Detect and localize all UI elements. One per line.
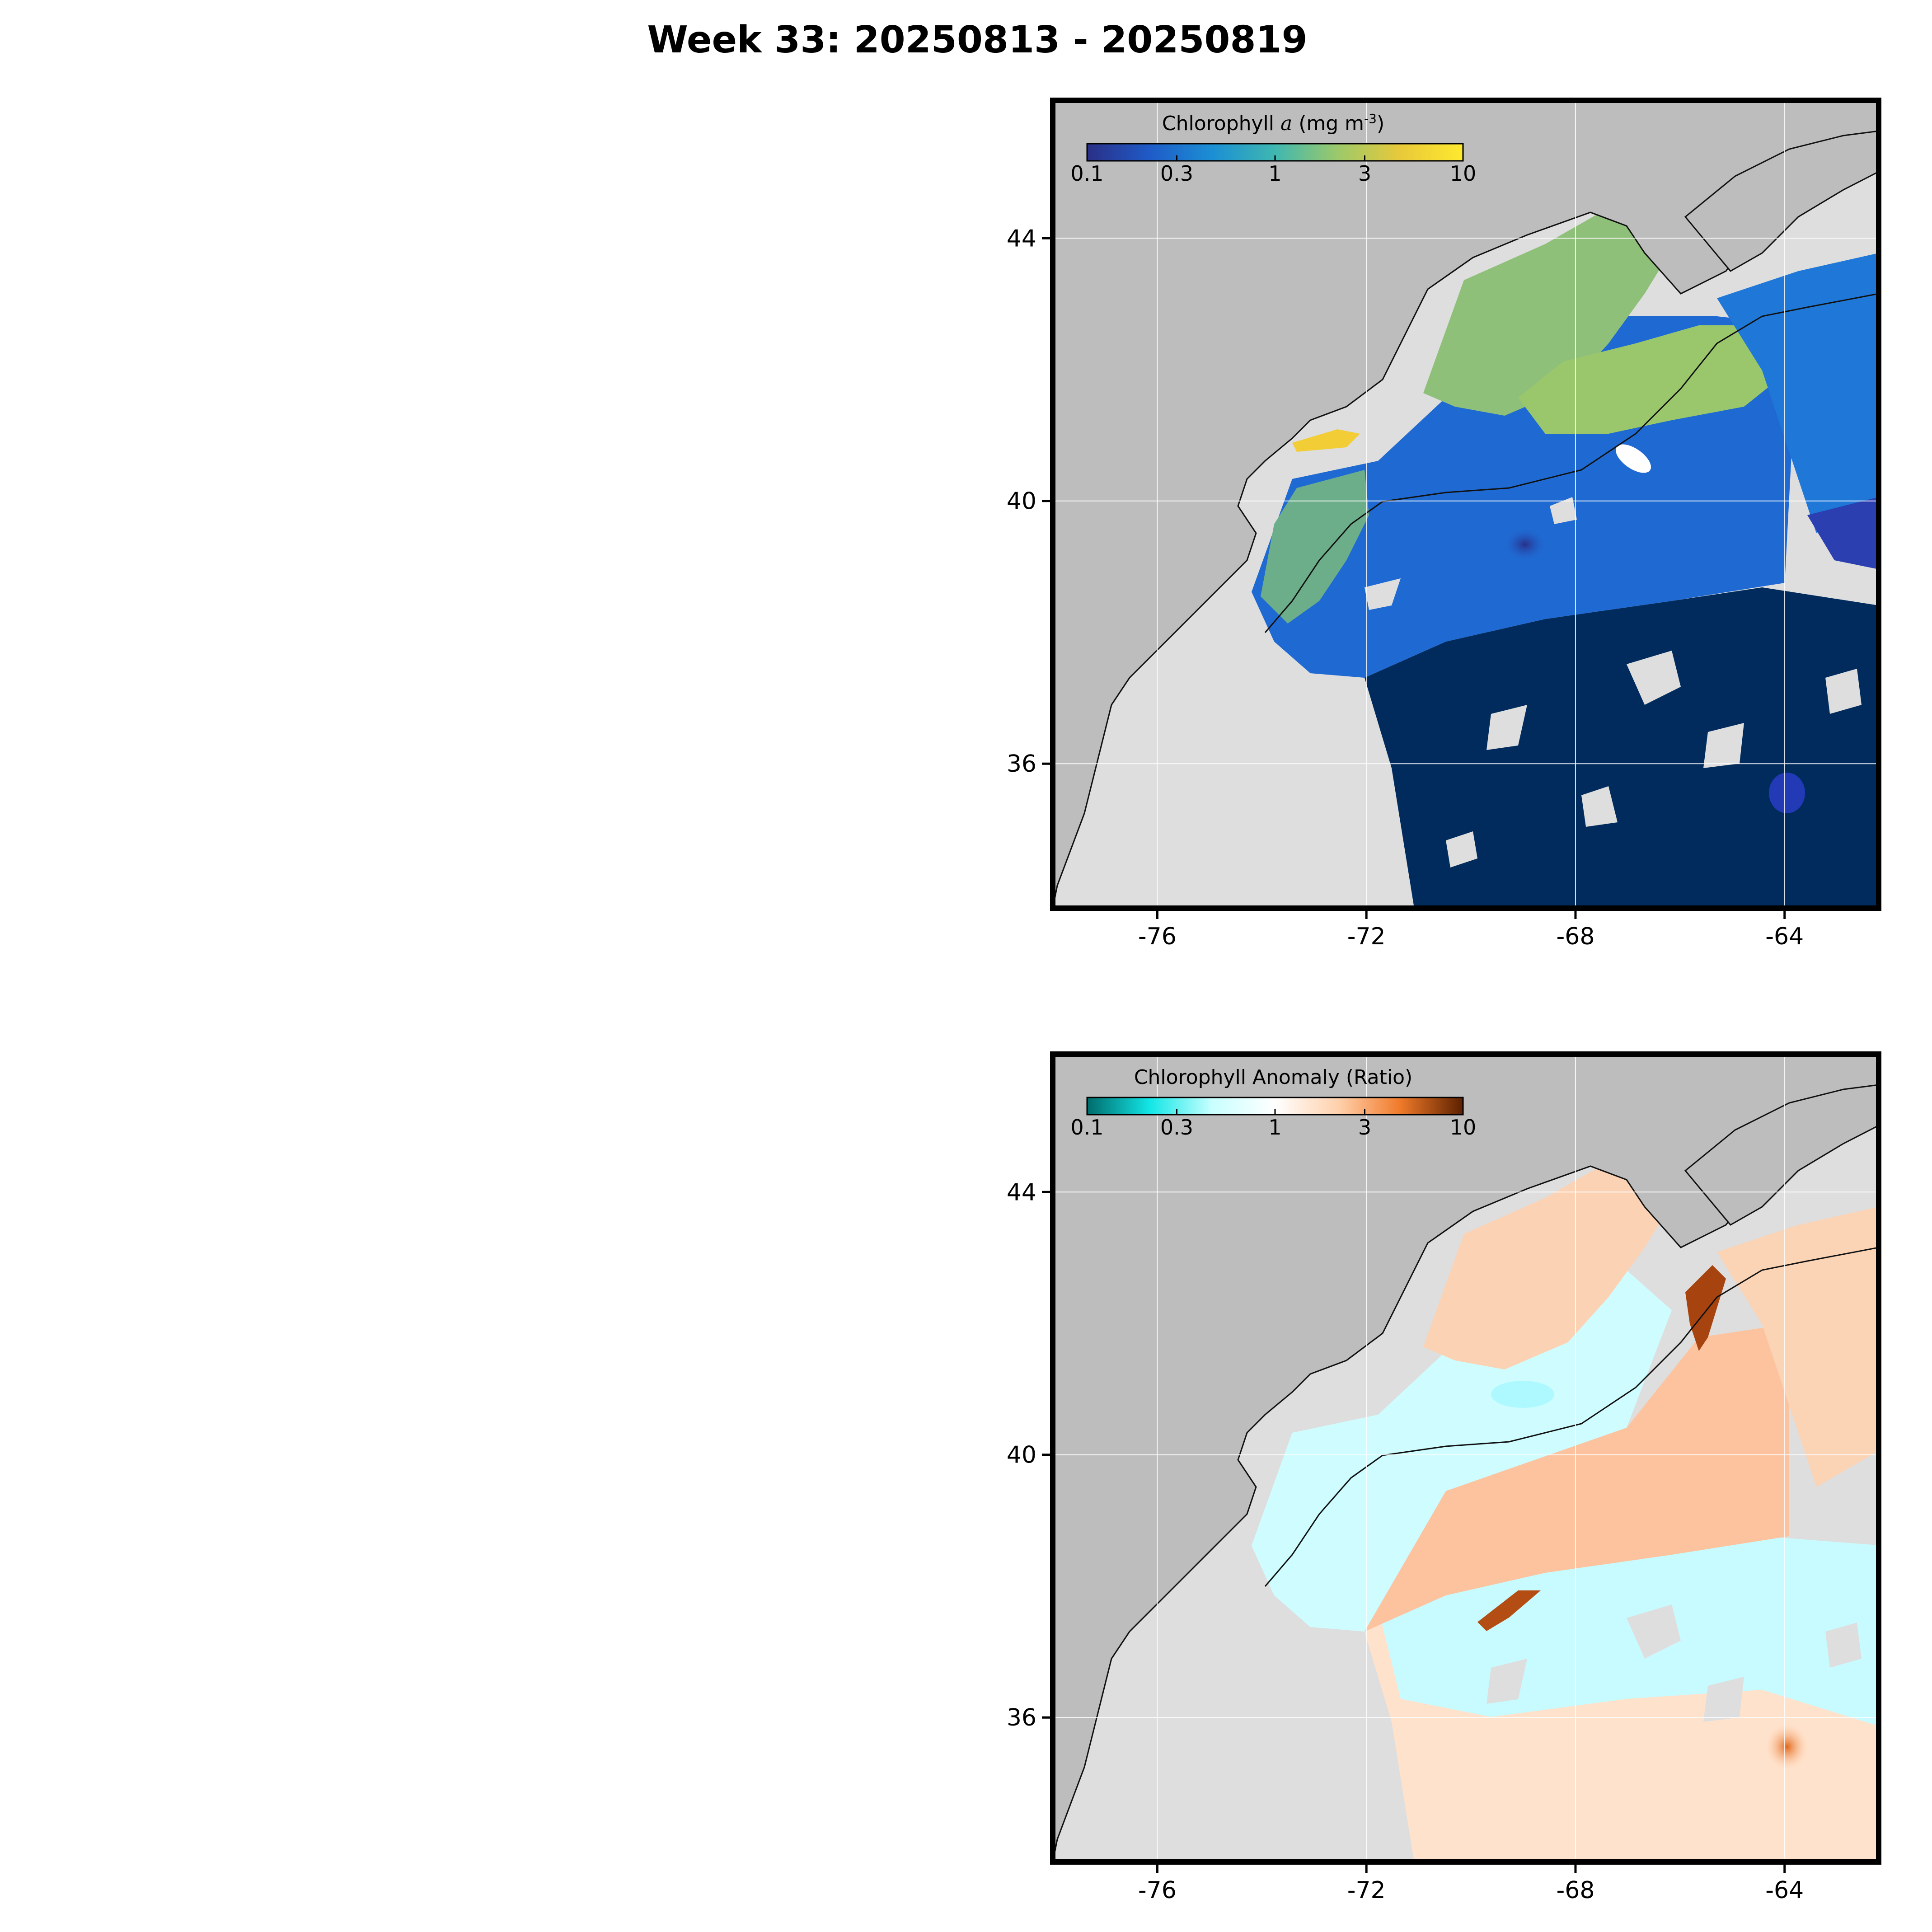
chl-colorbar: Chlorophyll a (mg m-3) 0.1 0.3 1 3 10	[1070, 111, 1476, 186]
anom-colorbar-tick-label: 10	[1450, 1115, 1477, 1140]
anom-lat-tick-label: 40	[1007, 1442, 1036, 1469]
anom-lon-tick-label: -72	[1347, 1877, 1386, 1904]
chl-scotian-shelf-field	[1717, 253, 1879, 533]
anom-shelf-break-contour	[1264, 1247, 1879, 1587]
chl-lat-tick-label: 36	[1007, 750, 1036, 778]
chl-lon-tick-label: -72	[1347, 923, 1386, 950]
anom-colorbar-tick-label: 3	[1358, 1115, 1371, 1140]
chl-colorbar-ticks: 0.1 0.3 1 3 10	[1070, 155, 1476, 186]
anom-map-frame	[1050, 1051, 1881, 1865]
anomaly-map-panel: -76 -72 -68 -64 44 40 36 Chlorophyll Anomaly …	[1007, 1051, 1881, 1904]
chl-lon-axis: -76 -72 -68 -64	[1138, 908, 1804, 950]
chl-long-island-sound-bloom	[1292, 429, 1360, 452]
anom-strong-positive-streak	[1685, 1265, 1726, 1351]
chl-lat-tick-label: 40	[1007, 488, 1036, 515]
chl-shelf-break-contour	[1264, 293, 1879, 633]
chl-colorbar-tick-label: 3	[1358, 161, 1371, 186]
chl-gulf-stream-eddy	[1769, 773, 1805, 813]
chl-nearshore-field	[1261, 470, 1369, 624]
anom-offshore-positive-field	[1365, 1324, 1789, 1632]
chl-offshore-low-field	[1807, 497, 1879, 569]
chl-lon-tick-label: -76	[1138, 923, 1177, 950]
chl-lon-tick-label: -68	[1556, 923, 1594, 950]
anom-lon-tick-label: -76	[1138, 1877, 1177, 1904]
anom-gridlines	[1053, 1054, 1879, 1862]
anom-scotian-shelf-field	[1717, 1207, 1879, 1487]
anom-colorbar: Chlorophyll Anomaly (Ratio) 0.1 0.3 1 3 10	[1070, 1066, 1476, 1140]
anom-warm-eddy	[1765, 1723, 1809, 1770]
chl-lat-tick-label: 44	[1007, 225, 1036, 252]
anom-lat-tick-label: 44	[1007, 1179, 1036, 1206]
chl-colorbar-tick-label: 10	[1450, 161, 1477, 186]
chl-colorbar-tick-label: 0.1	[1070, 161, 1103, 186]
anom-land-mask	[1053, 1054, 1879, 1862]
chl-gridlines	[1053, 100, 1879, 908]
chl-cold-eddy	[1505, 529, 1545, 560]
anom-lon-tick-label: -64	[1765, 1877, 1804, 1904]
anom-lon-tick-label: -68	[1556, 1877, 1594, 1904]
chl-colorbar-title: Chlorophyll a (mg m-3)	[1162, 111, 1384, 136]
anom-cloud-gaps	[1487, 1604, 1862, 1722]
chl-deep-ocean	[1365, 587, 1879, 908]
chl-colorbar-tick-label: 0.3	[1160, 161, 1193, 186]
chl-gulf-of-maine-field	[1423, 190, 1681, 416]
anom-colorbar-tick-label: 0.3	[1160, 1115, 1193, 1140]
anom-colorbar-tick-label: 1	[1268, 1115, 1281, 1140]
anom-lon-axis: -76 -72 -68 -64	[1138, 1862, 1804, 1904]
anom-lat-tick-label: 36	[1007, 1704, 1036, 1731]
chl-lon-tick-label: -64	[1765, 923, 1804, 950]
chl-colorbar-tick-label: 1	[1268, 161, 1281, 186]
anom-colorbar-title: Chlorophyll Anomaly (Ratio)	[1134, 1066, 1412, 1089]
anom-lat-axis: 44 40 36	[1007, 1179, 1053, 1731]
figure-title: Week 33: 20250813 - 20250819	[647, 19, 1307, 61]
chlorophyll-map-panel: -76 -72 -68 -64 44 40 36 Chlorophyll a (mg m-…	[1007, 98, 1881, 950]
chl-map-frame	[1050, 98, 1881, 911]
anom-colorbar-tick-label: 0.1	[1070, 1115, 1103, 1140]
chl-land-mask	[1053, 100, 1879, 908]
anom-colorbar-ticks: 0.1 0.3 1 3 10	[1070, 1109, 1476, 1140]
anom-shelf-field	[1252, 1270, 1672, 1632]
chl-lat-axis: 44 40 36	[1007, 225, 1053, 778]
anom-negative-patch	[1491, 1381, 1554, 1408]
chl-georges-bank-shoal	[1616, 444, 1651, 473]
anom-gulf-stream-streak	[1477, 1590, 1541, 1631]
anom-gulf-of-maine-field	[1423, 1144, 1681, 1369]
chl-georges-bank-field	[1518, 325, 1789, 434]
